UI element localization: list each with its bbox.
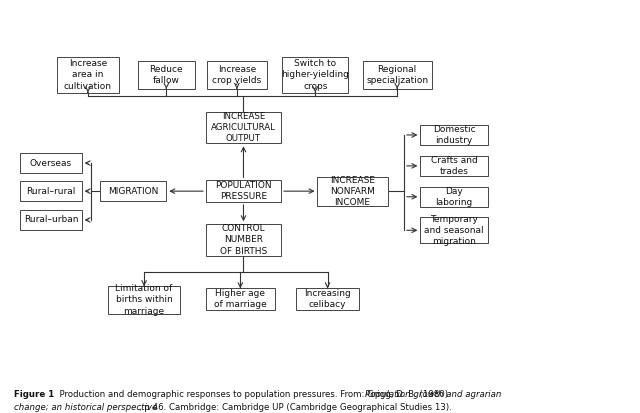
Text: Increase
area in
cultivation: Increase area in cultivation (64, 59, 112, 90)
Text: Figure 1: Figure 1 (14, 390, 54, 399)
Text: Rural–urban: Rural–urban (24, 216, 78, 224)
Text: POPULATION
PRESSURE: POPULATION PRESSURE (215, 181, 272, 201)
FancyBboxPatch shape (56, 57, 119, 93)
Text: Higher age
of marriage: Higher age of marriage (214, 289, 267, 309)
Text: Switch to
higher-yielding
crops: Switch to higher-yielding crops (282, 59, 349, 90)
FancyBboxPatch shape (100, 181, 166, 202)
Text: Rural–rural: Rural–rural (26, 187, 76, 196)
Text: CONTROL
NUMBER
OF BIRTHS: CONTROL NUMBER OF BIRTHS (220, 224, 267, 256)
Text: , p 46. Cambridge: Cambridge UP (Cambridge Geographical Studies 13).: , p 46. Cambridge: Cambridge UP (Cambrid… (139, 403, 452, 412)
Text: Temporary
and seasonal
migration: Temporary and seasonal migration (424, 215, 484, 246)
Text: Limitation of
births within
marriage: Limitation of births within marriage (115, 285, 173, 316)
Text: Reduce
fallow: Reduce fallow (150, 65, 183, 85)
Text: MIGRATION: MIGRATION (108, 187, 159, 196)
Text: Increase
crop yields: Increase crop yields (212, 65, 262, 85)
FancyBboxPatch shape (20, 153, 82, 173)
Text: INCREASE
NONFARM
INCOME: INCREASE NONFARM INCOME (330, 176, 375, 207)
FancyBboxPatch shape (108, 286, 180, 314)
FancyBboxPatch shape (206, 288, 275, 310)
Text: Crafts and
trades: Crafts and trades (431, 156, 477, 176)
FancyBboxPatch shape (363, 61, 431, 89)
FancyBboxPatch shape (420, 156, 488, 176)
FancyBboxPatch shape (206, 180, 281, 202)
Text: Production and demographic responses to population pressures. From: Grigg, D. B.: Production and demographic responses to … (54, 390, 454, 399)
FancyBboxPatch shape (138, 61, 195, 89)
FancyBboxPatch shape (20, 181, 82, 202)
FancyBboxPatch shape (20, 210, 82, 230)
Text: Overseas: Overseas (30, 159, 72, 168)
FancyBboxPatch shape (206, 112, 281, 143)
FancyBboxPatch shape (296, 288, 359, 310)
FancyBboxPatch shape (206, 224, 281, 256)
Text: Population growth and agrarian: Population growth and agrarian (365, 390, 501, 399)
Text: INCREASE
AGRICULTURAL
OUTPUT: INCREASE AGRICULTURAL OUTPUT (211, 112, 276, 143)
Text: change; an historical perspective: change; an historical perspective (14, 403, 157, 412)
Text: Regional
specialization: Regional specialization (366, 65, 428, 85)
FancyBboxPatch shape (317, 177, 388, 206)
Text: Increasing
celibacy: Increasing celibacy (304, 289, 351, 309)
FancyBboxPatch shape (420, 187, 488, 207)
FancyBboxPatch shape (282, 57, 348, 93)
FancyBboxPatch shape (207, 61, 267, 89)
Text: Domestic
industry: Domestic industry (433, 125, 476, 145)
FancyBboxPatch shape (420, 217, 488, 243)
Text: Day
laboring: Day laboring (436, 187, 473, 207)
FancyBboxPatch shape (420, 125, 488, 145)
